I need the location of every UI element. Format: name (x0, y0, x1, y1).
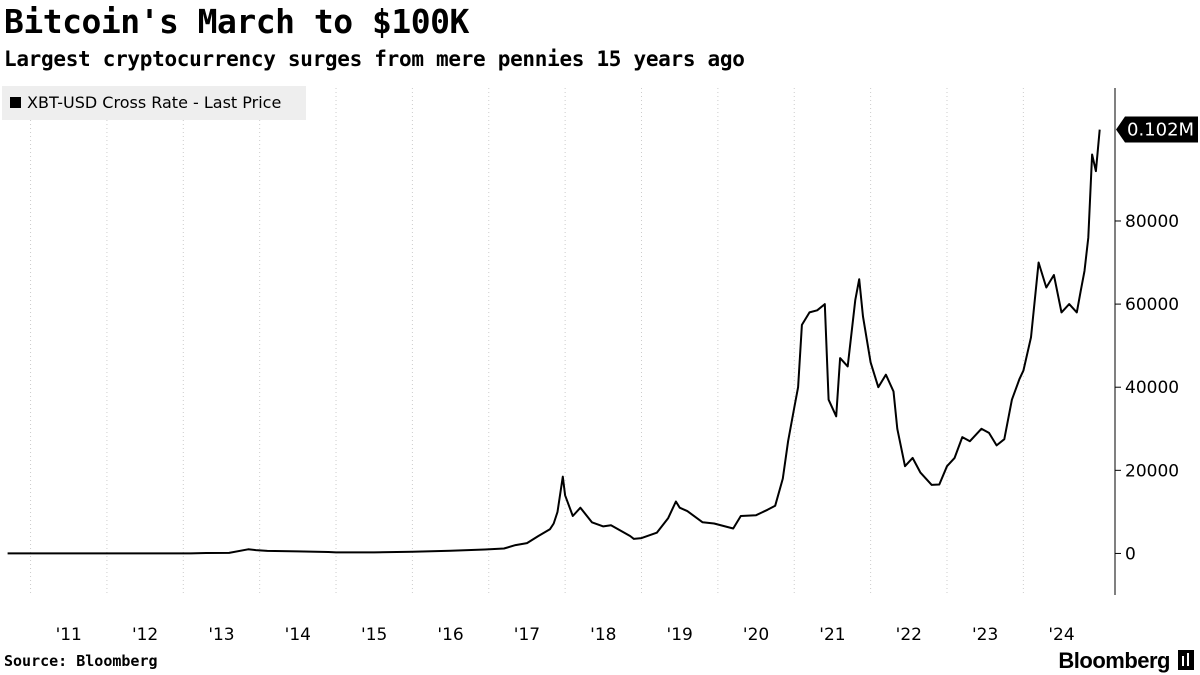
x-tick-label: '11 (56, 625, 82, 645)
y-tick-label: 20000 (1125, 461, 1179, 481)
chart-title: Bitcoin's March to $100K (4, 2, 469, 41)
chart-subtitle: Largest cryptocurrency surges from mere … (4, 47, 745, 71)
legend-label: XBT-USD Cross Rate - Last Price (27, 93, 281, 112)
last-price-flag (1116, 116, 1198, 143)
series-line-xbt-usd (7, 129, 1101, 555)
x-tick-label: '12 (132, 625, 158, 645)
y-tick-label: 80000 (1125, 212, 1179, 232)
brand-wordmark: Bloomberg (1058, 648, 1170, 673)
y-tick-label: 0 (1125, 544, 1136, 564)
bloomberg-logo-icon (1178, 650, 1194, 670)
x-tick-label: '22 (896, 625, 922, 645)
series-group (7, 129, 1101, 555)
x-tick-label: '16 (437, 625, 463, 645)
x-tick-label: '17 (514, 625, 540, 645)
x-tick-label: '14 (285, 625, 311, 645)
x-tick-label: '18 (590, 625, 616, 645)
x-tick-label: '24 (1048, 625, 1074, 645)
legend: XBT-USD Cross Rate - Last Price (2, 86, 306, 120)
last-price-callout: 0.102M (1116, 116, 1198, 143)
legend-swatch (10, 97, 21, 108)
y-tick-label: 60000 (1125, 295, 1179, 315)
x-tick-label: '23 (972, 625, 998, 645)
x-tick-label: '13 (208, 625, 234, 645)
grid-lines (30, 88, 1024, 595)
source-note: Source: Bloomberg (4, 652, 158, 670)
legend-background (2, 86, 306, 120)
x-tick-label: '19 (667, 625, 693, 645)
x-tick-label: '15 (361, 625, 387, 645)
axes: '11 '12 '13 '14 '15 '16 '17 '18 '19 '20 '21 '22 '23 '… (56, 88, 1179, 645)
y-tick-label: 40000 (1125, 378, 1179, 398)
last-price-label: 0.102M (1127, 120, 1194, 141)
x-tick-label: '21 (819, 625, 845, 645)
x-tick-label: '20 (743, 625, 769, 645)
